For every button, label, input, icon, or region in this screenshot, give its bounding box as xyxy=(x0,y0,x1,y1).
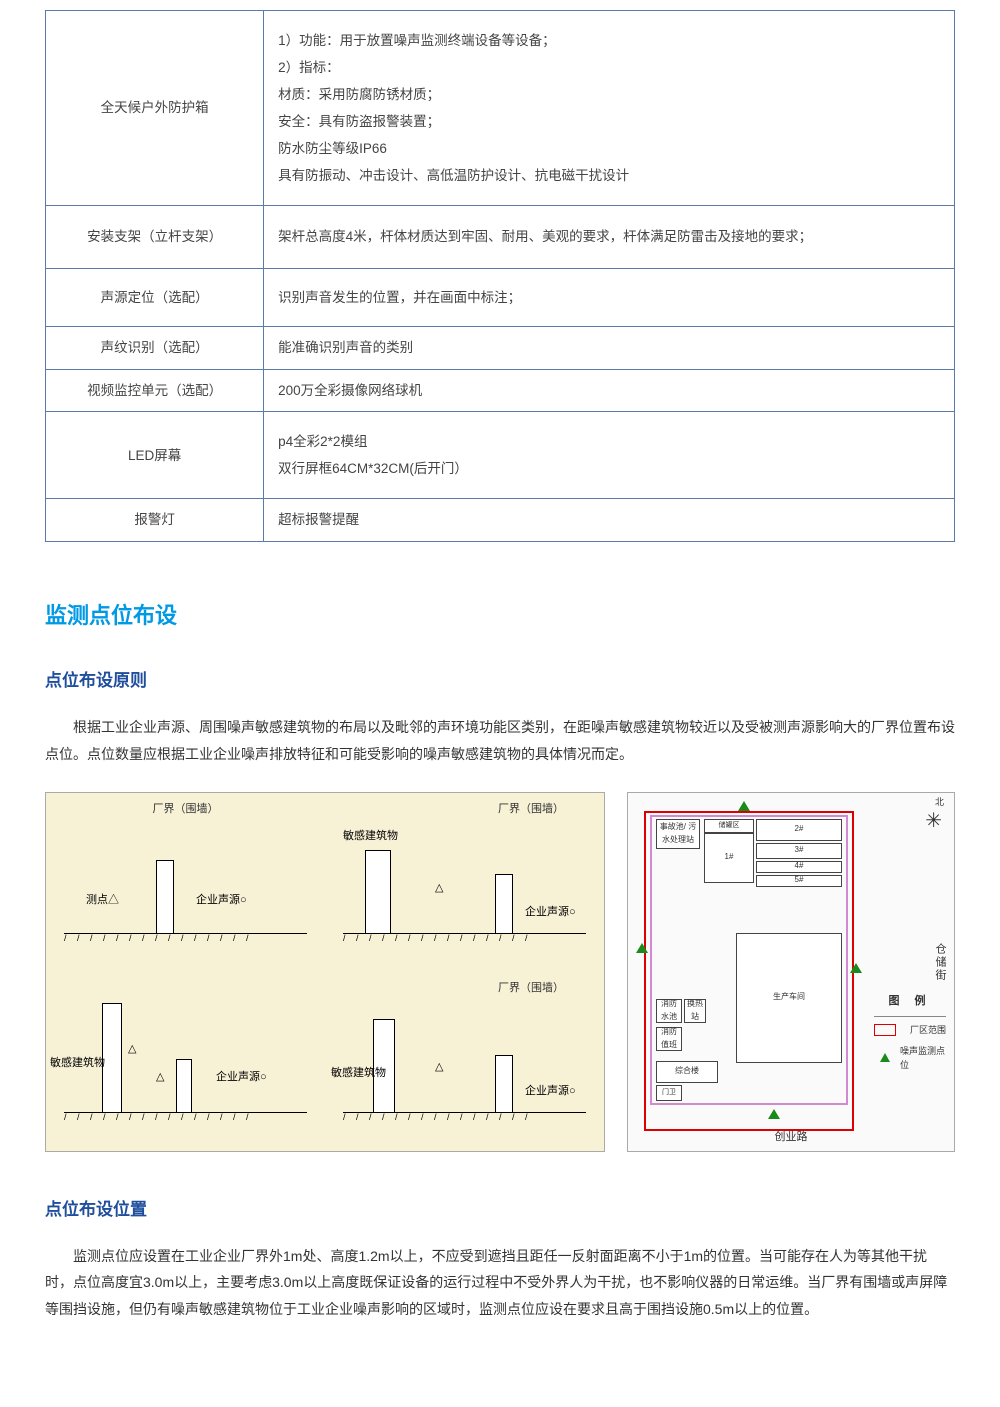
row3-label: 声纹识别（选配） xyxy=(46,327,264,370)
q4-label-tri: △ xyxy=(435,1059,443,1077)
q2-title: 厂界（围墙） xyxy=(498,801,564,819)
sub-principle-title: 点位布设原则 xyxy=(45,667,955,694)
ground-hash: / / / / / / / / / / / / / / / xyxy=(343,931,586,945)
section-placement-title: 监测点位布设 xyxy=(45,598,955,633)
diagram-row: 厂界（围墙） 测点△ 企业声源○ / / / / / / / / / / / /… xyxy=(45,792,955,1152)
location-paragraph: 监测点位应设置在工业企业厂界外1m处、高度1.2m以上，不应受到遮挡且距任一反射… xyxy=(45,1243,955,1323)
q3-label-mid: △ xyxy=(156,1069,164,1087)
box-office: 综合楼 xyxy=(656,1061,718,1083)
factory-map: ✳ 北 事故池/ 污水处理站 1# 储罐区 2# 3# 4# 5# 生产车间 消… xyxy=(627,792,955,1152)
q2-label-right: 企业声源○ xyxy=(525,904,576,922)
q3-wall-bar xyxy=(176,1059,192,1113)
box-n1: 1# xyxy=(704,833,754,883)
diagram-q2: 厂界（围墙） 敏感建筑物 △ 企业声源○ / / / / / / / / / /… xyxy=(325,793,604,972)
compass-icon: ✳ xyxy=(925,805,942,837)
row3-desc: 能准确识别声音的类别 xyxy=(264,327,955,370)
box-heat: 换热 站 xyxy=(684,999,706,1023)
row1-label: 安装支架（立杆支架） xyxy=(46,206,264,269)
box-workshop: 生产车间 xyxy=(736,933,842,1063)
row0-line2: 材质：采用防腐防锈材质； xyxy=(278,81,940,108)
row5-line1: 双行屏框64CM*32CM(后开门） xyxy=(278,455,940,482)
table-row: LED屏幕 p4全彩2*2模组 双行屏框64CM*32CM(后开门） xyxy=(46,412,955,499)
q2-building-bar xyxy=(365,850,391,934)
ground-hash: / / / / / / / / / / / / / / / xyxy=(64,1110,307,1124)
q4-title: 厂界（围墙） xyxy=(498,980,564,998)
table-row: 全天候户外防护箱 1）功能：用于放置噪声监测终端设备等设备； 2）指标： 材质：… xyxy=(46,11,955,206)
row0-line5: 具有防振动、冲击设计、高低温防护设计、抗电磁干扰设计 xyxy=(278,162,940,189)
box-gate: 门卫 xyxy=(656,1085,682,1101)
monitor-point-icon xyxy=(768,1109,780,1119)
q3-label-tri: △ xyxy=(128,1041,136,1059)
table-row: 报警灯 超标报警提醒 xyxy=(46,499,955,542)
row0-line3: 安全：具有防盗报警装置； xyxy=(278,108,940,135)
street-label: 仓储街 xyxy=(930,943,948,982)
table-row: 声源定位（选配） 识别声音发生的位置，并在画面中标注； xyxy=(46,268,955,327)
legend: 图 例 厂区范围 噪声监测点位 xyxy=(874,993,946,1073)
q2-wall-bar xyxy=(495,874,513,934)
principle-paragraph: 根据工业企业声源、周围噪声敏感建筑物的布局以及毗邻的声环境功能区类别，在距噪声敏… xyxy=(45,714,955,767)
ground-hash: / / / / / / / / / / / / / / / xyxy=(343,1110,586,1124)
row5-label: LED屏幕 xyxy=(46,412,264,499)
box-fire-room: 消防 值班 xyxy=(656,1027,682,1051)
legend-row-red: 厂区范围 xyxy=(874,1023,946,1037)
diagram-q3: 敏感建筑物 △ △ 企业声源○ / / / / / / / / / / / / … xyxy=(46,972,325,1151)
row6-desc: 超标报警提醒 xyxy=(264,499,955,542)
legend-row-tri: 噪声监测点位 xyxy=(874,1044,946,1073)
monitor-point-icon xyxy=(850,963,862,973)
table-row: 安装支架（立杆支架） 架杆总高度4米，杆体材质达到牢固、耐用、美观的要求，杆体满… xyxy=(46,206,955,269)
q2-label-left: 敏感建筑物 xyxy=(343,828,398,846)
monitor-point-icon xyxy=(636,943,648,953)
row5-desc: p4全彩2*2模组 双行屏框64CM*32CM(后开门） xyxy=(264,412,955,499)
diagram-q1: 厂界（围墙） 测点△ 企业声源○ / / / / / / / / / / / /… xyxy=(46,793,325,972)
ground-hash: / / / / / / / / / / / / / / / xyxy=(64,931,307,945)
road-label: 创业路 xyxy=(775,1129,808,1147)
legend-swatch-red-icon xyxy=(874,1024,896,1036)
legend-tri-label: 噪声监测点位 xyxy=(900,1044,946,1073)
q2-label-tri: △ xyxy=(435,880,443,898)
row0-label: 全天候户外防护箱 xyxy=(46,11,264,206)
row0-line1: 2）指标： xyxy=(278,54,940,81)
row0-desc: 1）功能：用于放置噪声监测终端设备等设备； 2）指标： 材质：采用防腐防锈材质；… xyxy=(264,11,955,206)
box-storage: 储罐区 xyxy=(704,819,754,833)
legend-red-label: 厂区范围 xyxy=(910,1023,946,1037)
row2-desc: 识别声音发生的位置，并在画面中标注； xyxy=(264,268,955,327)
table-row: 声纹识别（选配） 能准确识别声音的类别 xyxy=(46,327,955,370)
monitor-point-icon xyxy=(738,801,750,811)
row6-label: 报警灯 xyxy=(46,499,264,542)
spec-table: 全天候户外防护箱 1）功能：用于放置噪声监测终端设备等设备； 2）指标： 材质：… xyxy=(45,10,955,542)
box-n3: 3# xyxy=(756,843,842,859)
table-row: 视频监控单元（选配） 200万全彩摄像网络球机 xyxy=(46,369,955,412)
row0-line0: 1）功能：用于放置噪声监测终端设备等设备； xyxy=(278,27,940,54)
q4-label-right: 企业声源○ xyxy=(525,1083,576,1101)
sub-location-title: 点位布设位置 xyxy=(45,1196,955,1223)
row4-desc: 200万全彩摄像网络球机 xyxy=(264,369,955,412)
box-fire-pool: 消防 水池 xyxy=(656,999,682,1023)
row5-line0: p4全彩2*2模组 xyxy=(278,428,940,455)
box-n4: 4# xyxy=(756,861,842,873)
q4-label-left: 敏感建筑物 xyxy=(331,1065,386,1083)
row2-label: 声源定位（选配） xyxy=(46,268,264,327)
q1-label-right: 企业声源○ xyxy=(196,892,247,910)
box-tank-area: 事故池/ 污水处理站 xyxy=(656,819,700,849)
legend-title: 图 例 xyxy=(874,993,946,1011)
box-n2: 2# xyxy=(756,819,842,841)
q1-wall-bar xyxy=(156,860,174,934)
q3-building-bar xyxy=(102,1003,122,1113)
principle-diagram-left: 厂界（围墙） 测点△ 企业声源○ / / / / / / / / / / / /… xyxy=(45,792,605,1152)
q1-label-left: 测点△ xyxy=(86,892,119,910)
row4-label: 视频监控单元（选配） xyxy=(46,369,264,412)
diagram-q4: 厂界（围墙） 敏感建筑物 △ 企业声源○ / / / / / / / / / /… xyxy=(325,972,604,1151)
row1-desc: 架杆总高度4米，杆体材质达到牢固、耐用、美观的要求，杆体满足防雷击及接地的要求； xyxy=(264,206,955,269)
legend-tri-icon xyxy=(880,1053,890,1062)
q3-label-right: 企业声源○ xyxy=(216,1069,267,1087)
q4-wall-bar xyxy=(495,1055,513,1113)
q1-title: 厂界（围墙） xyxy=(153,801,219,819)
row0-line4: 防水防尘等级IP66 xyxy=(278,135,940,162)
q3-label-left: 敏感建筑物 xyxy=(50,1055,105,1073)
box-n5: 5# xyxy=(756,875,842,887)
compass-n: 北 xyxy=(935,795,944,809)
